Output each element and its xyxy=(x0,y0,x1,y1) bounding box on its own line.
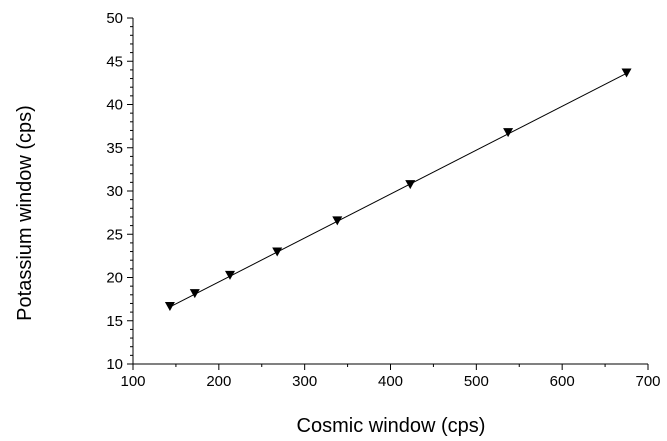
y-tick-label: 20 xyxy=(106,270,123,287)
data-point xyxy=(332,216,343,226)
x-tick-label: 500 xyxy=(464,373,489,390)
x-tick-label: 100 xyxy=(120,373,145,390)
data-point xyxy=(164,302,175,312)
x-tick-label: 600 xyxy=(550,373,575,390)
y-axis-title: Potassium window (cps) xyxy=(14,105,36,321)
y-tick-label: 15 xyxy=(106,313,123,330)
data-point xyxy=(503,128,514,138)
data-point xyxy=(405,180,416,190)
fit-line xyxy=(169,72,627,308)
y-tick-label: 30 xyxy=(106,183,123,200)
data-point xyxy=(272,247,283,257)
y-tick-label: 35 xyxy=(106,140,123,157)
x-tick-label: 300 xyxy=(292,373,317,390)
x-tick-label: 400 xyxy=(378,373,403,390)
y-tick-label: 50 xyxy=(106,10,123,27)
x-tick-label: 200 xyxy=(206,373,231,390)
y-axis-ticks: 10 15 20 25 30 35 40 45 50 xyxy=(106,10,133,373)
data-points xyxy=(164,68,632,312)
x-tick-label: 700 xyxy=(635,373,660,390)
axes xyxy=(132,18,648,365)
fit-line-group xyxy=(169,72,627,308)
x-axis-ticks: 100 200 300 400 500 600 700 xyxy=(120,364,661,390)
x-axis-title: Cosmic window (cps) xyxy=(297,415,486,437)
y-tick-label: 25 xyxy=(106,226,123,243)
y-tick-label: 40 xyxy=(106,97,123,114)
y-tick-label: 10 xyxy=(106,356,123,373)
data-point xyxy=(189,289,200,299)
y-tick-label: 45 xyxy=(106,53,123,70)
data-point xyxy=(621,68,632,78)
data-point xyxy=(224,270,235,280)
